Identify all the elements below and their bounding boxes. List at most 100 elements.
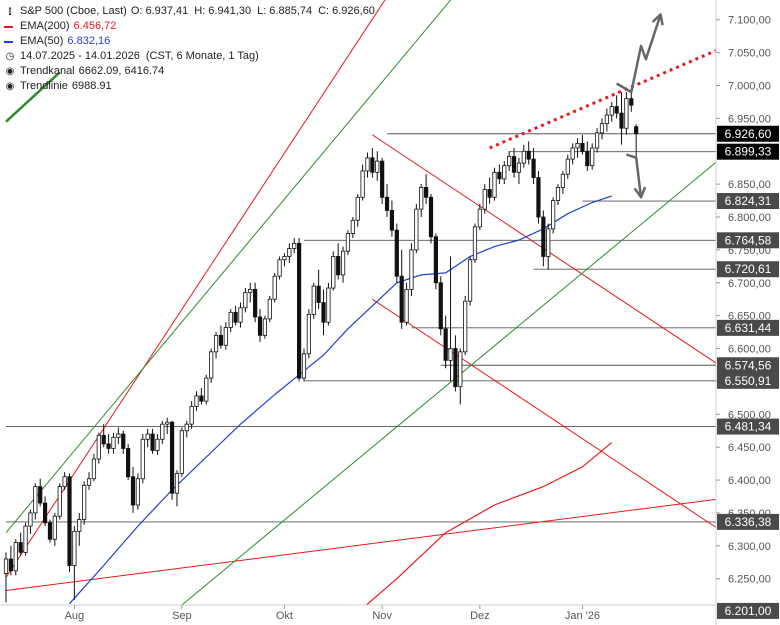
legend-ema50-label: EMA(50) bbox=[20, 35, 64, 47]
candle bbox=[23, 522, 28, 556]
candle bbox=[443, 315, 448, 369]
candle-body bbox=[101, 434, 106, 445]
legend-period-info: (CST, 6 Monate, 1 Tag) bbox=[145, 50, 259, 62]
candle bbox=[384, 184, 390, 218]
trend-line bbox=[5, 0, 386, 578]
candle bbox=[292, 238, 297, 254]
candle bbox=[165, 417, 170, 435]
ema200-swatch-icon bbox=[4, 25, 13, 28]
candle bbox=[389, 200, 395, 237]
candle-body bbox=[223, 327, 228, 346]
candle-body bbox=[438, 282, 443, 330]
candle bbox=[28, 509, 33, 534]
y-tick-label: 7.050,00 bbox=[728, 48, 771, 60]
candle bbox=[507, 151, 512, 171]
candle-body bbox=[3, 558, 9, 574]
x-tick-label: Aug bbox=[65, 610, 85, 622]
candle bbox=[91, 453, 97, 482]
candle bbox=[575, 138, 580, 158]
candle bbox=[414, 203, 419, 254]
candle-body bbox=[336, 256, 341, 276]
candle-body bbox=[355, 196, 360, 221]
candle-body bbox=[287, 248, 292, 257]
candle bbox=[204, 374, 209, 405]
candle-body bbox=[91, 458, 97, 480]
x-tick-label: Sep bbox=[172, 610, 192, 622]
candle-body bbox=[253, 288, 258, 318]
candle bbox=[101, 424, 106, 448]
legend-trendkanal-row: ◉ Trendkanal 6662.09, 6416.74 bbox=[4, 64, 375, 79]
candle-body bbox=[546, 228, 551, 257]
candle bbox=[375, 151, 380, 181]
level-tag-box bbox=[717, 143, 779, 160]
candle bbox=[340, 246, 346, 283]
level-price-tag: 6.926,60 bbox=[717, 125, 779, 142]
candle-body bbox=[575, 142, 580, 149]
legend-ema50-value: 6.832,16 bbox=[67, 35, 111, 47]
candle bbox=[497, 164, 502, 185]
candle bbox=[345, 230, 351, 256]
candle-body bbox=[18, 542, 23, 553]
candle-body bbox=[267, 298, 272, 320]
candle bbox=[160, 420, 165, 444]
candle-body bbox=[272, 275, 277, 300]
x-tick-label: Jan '26 bbox=[565, 610, 600, 622]
candle bbox=[394, 223, 399, 283]
candle-body bbox=[580, 142, 585, 152]
candle-body bbox=[604, 114, 609, 125]
candle-body bbox=[507, 156, 512, 167]
candle bbox=[82, 481, 87, 525]
legend-h-value: 6.941,30 bbox=[208, 5, 252, 17]
candle bbox=[42, 496, 48, 527]
candle-body bbox=[282, 256, 287, 261]
candle-body bbox=[350, 219, 355, 234]
level-tag-label: 6.201,00 bbox=[725, 604, 772, 618]
candle-body bbox=[482, 188, 487, 210]
candle bbox=[599, 118, 605, 140]
candle bbox=[145, 428, 150, 448]
candle bbox=[257, 309, 263, 342]
candle-body bbox=[414, 208, 419, 251]
level-price-tag: 6.824,31 bbox=[717, 193, 779, 210]
candle-body bbox=[624, 98, 629, 129]
level-tag-label: 6.481,34 bbox=[725, 420, 772, 434]
legend-l-label: L: bbox=[257, 5, 267, 17]
dotted-resistance-line bbox=[489, 48, 716, 150]
candle-body bbox=[409, 249, 414, 290]
level-price-tag: 6.574,56 bbox=[717, 357, 779, 374]
x-tick-label: Dez bbox=[470, 610, 490, 622]
up-scenario-arrow bbox=[615, 14, 662, 94]
candle-body bbox=[551, 200, 556, 230]
candlestick-icon: ⫾ bbox=[8, 6, 12, 17]
candle-body bbox=[130, 476, 136, 506]
legend-period: 14.07.2025 - 14.01.2026 bbox=[20, 50, 140, 62]
candle bbox=[580, 134, 585, 155]
candle-body bbox=[448, 348, 453, 361]
candle bbox=[619, 92, 624, 145]
candle bbox=[463, 295, 468, 356]
candle-body bbox=[404, 288, 409, 323]
candle-body bbox=[619, 112, 624, 129]
candle bbox=[516, 157, 522, 185]
candle bbox=[424, 174, 429, 204]
candle bbox=[419, 184, 424, 218]
candle-body bbox=[218, 334, 224, 346]
candle bbox=[67, 473, 72, 573]
candle-body bbox=[609, 106, 614, 116]
candle-body bbox=[345, 233, 351, 252]
candle bbox=[604, 108, 609, 132]
candle-body bbox=[463, 300, 468, 353]
candle-body bbox=[570, 147, 575, 160]
candle-body bbox=[111, 436, 116, 449]
level-tag-label: 6.720,61 bbox=[725, 262, 772, 276]
candle bbox=[3, 552, 9, 603]
level-tag-box bbox=[717, 232, 779, 249]
candle bbox=[96, 432, 101, 464]
candle bbox=[150, 428, 155, 454]
y-tick-label: 7.000,00 bbox=[728, 80, 771, 92]
candle-body bbox=[424, 187, 429, 198]
candle-body bbox=[370, 157, 375, 173]
candle-body bbox=[433, 236, 438, 284]
candle bbox=[467, 256, 473, 306]
